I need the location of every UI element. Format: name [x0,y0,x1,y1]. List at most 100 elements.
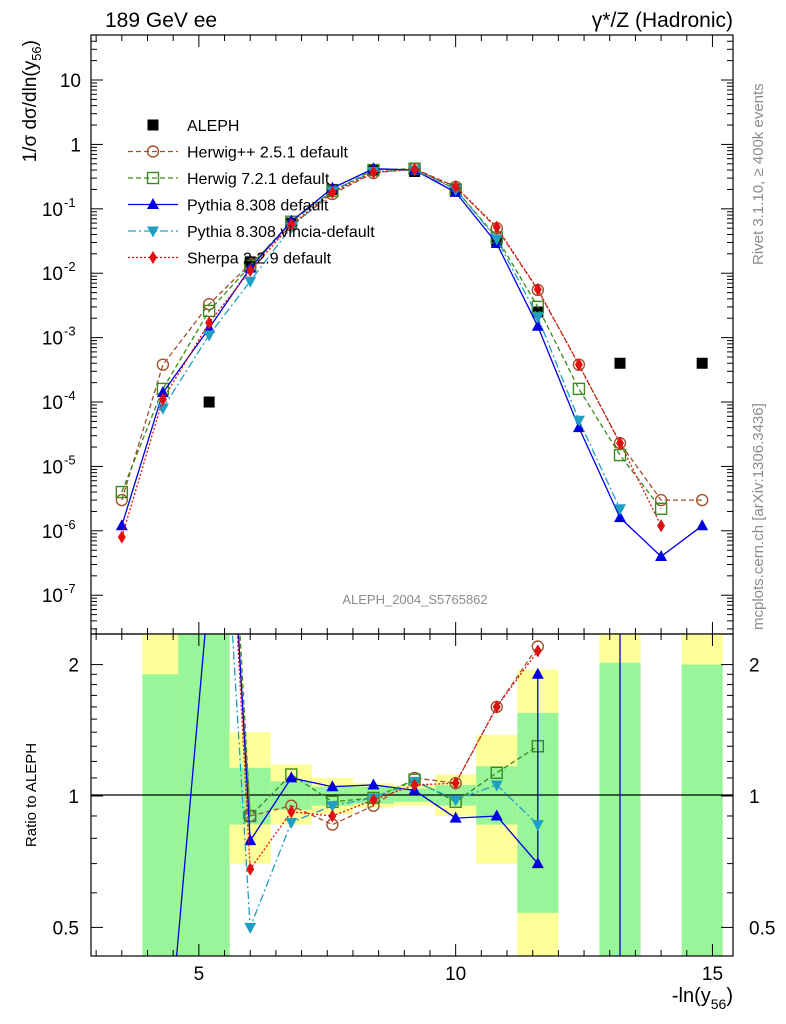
ratio-series-pythia-8-308-default [175,634,544,956]
ratio-y-axis-label: Ratio to ALEPH [23,743,40,847]
svg-text:-ln(y56): -ln(y56) [672,985,733,1012]
ratio-data-point [285,771,298,783]
y-tick-label: 10 [42,329,63,350]
main-series-group [115,162,709,561]
data-point [490,234,503,246]
main-y-axis-label: 1/σ dσ/dln(y56) [20,40,44,162]
ratio-y-tick-label: 1 [68,787,79,808]
y-tick-label-exponent: -3 [64,324,76,339]
data-point [287,218,296,232]
legend-entry-pythia-8-308-default: Pythia 8.308 default [128,198,329,215]
series-line [162,169,621,510]
ratio-data-point [490,809,503,821]
series-line [121,168,662,510]
ratio-data-point [326,801,339,813]
mcplots-label: mcplots.cern.ch [arXiv:1306.3436] [750,403,767,630]
y-tick-label: 10 [42,393,63,414]
ratio-series-sherpa-2-2-9-default [236,634,542,876]
x-tick-label: 10 [445,964,466,985]
ratio-data-point [244,922,257,934]
x-tick-label: 5 [194,964,205,985]
legend-marker [147,226,159,238]
data-point [654,502,668,515]
y-tick-label-exponent: -1 [64,195,76,210]
legend-label: Herwig++ 2.5.1 default [187,145,349,162]
data-point [696,357,708,369]
ratio-y-tick-label-right: 1 [749,787,760,808]
plot-title-left: 189 GeV ee [105,9,217,32]
legend-label: Pythia 8.308 default [187,198,329,215]
x-tick-label: 15 [702,964,723,985]
data-point [654,493,668,507]
ratio-data-point [492,700,501,714]
data-point [156,358,170,371]
ratio-data-point [410,778,419,792]
data-point [531,319,544,331]
data-point [614,511,627,523]
ratio-data-point [285,817,298,829]
data-point [115,519,128,531]
y-tick-label: 10 [42,457,63,478]
series-sherpa-2-2-9-default [117,162,666,544]
ratio-band-inner [681,664,723,956]
data-point [410,162,419,176]
legend-entry-herwig-2-5-1-default: Herwig++ 2.5.1 default [128,145,349,162]
legend-entry-herwig-7-2-1-default: Herwig 7.2.1 default [128,171,330,188]
y-tick-label-exponent: -5 [64,452,76,467]
data-point [614,357,626,369]
ratio-data-point [369,793,378,807]
legend-entry-sherpa-2-2-9-default: Sherpa 2.2.9 default [128,251,332,268]
data-point [203,396,215,408]
ratio-data-point [287,805,296,819]
data-point [205,316,214,330]
legend-marker [147,119,159,131]
y-tick-label: 10 [60,71,81,92]
data-point [492,220,501,234]
y-tick-label-exponent: -7 [64,581,76,596]
data-point [657,519,666,533]
data-point [156,403,169,415]
legend-label: Pythia 8.308 vincia-default [187,224,375,241]
data-point [616,436,625,450]
ratio-plot-frame [90,633,734,957]
data-point [246,264,255,278]
ratio-data-point [449,811,462,823]
ratio-data-point [531,667,544,679]
data-point [655,549,668,561]
data-point [531,312,544,324]
ratio-data-point [531,820,544,832]
series-herwig-7-2-1-default [115,162,668,515]
y-tick-label: 10 [42,522,63,543]
data-point [695,493,709,507]
series-pythia-8-308-vincia-default [156,165,627,516]
legend-entry-pythia-8-308-vincia-default: Pythia 8.308 vincia-default [128,224,375,241]
data-point [117,530,126,544]
data-point [369,165,378,179]
ratio-data-point [367,778,380,790]
ratio-y-tick-label-right: 2 [749,656,760,677]
legend-marker [146,171,160,185]
ratio-data-point [490,766,503,780]
svg-text:1/σ dσ/dln(y56): 1/σ dσ/dln(y56) [20,40,44,162]
legend-marker [146,145,160,158]
legend-label: ALEPH [187,118,239,135]
analysis-label: ALEPH_2004_S5765862 [342,592,487,607]
legend-entry-aleph: ALEPH [147,118,239,135]
ratio-y-tick-label: 2 [68,656,79,677]
legend-marker [149,251,157,264]
ratio-series-line [239,634,539,818]
ratio-data-point [244,834,257,846]
y-tick-label: 10 [42,264,63,285]
data-point [574,358,583,372]
ratio-series-line [175,634,539,956]
y-tick-label-exponent: -4 [64,388,76,403]
data-point [696,519,709,531]
ratio-data-point [533,644,542,658]
data-point [115,485,129,499]
ratio-series-line [236,634,539,871]
y-tick-label: 10 [42,586,63,607]
ratio-data-point [244,809,257,823]
ratio-data-point [531,857,544,869]
